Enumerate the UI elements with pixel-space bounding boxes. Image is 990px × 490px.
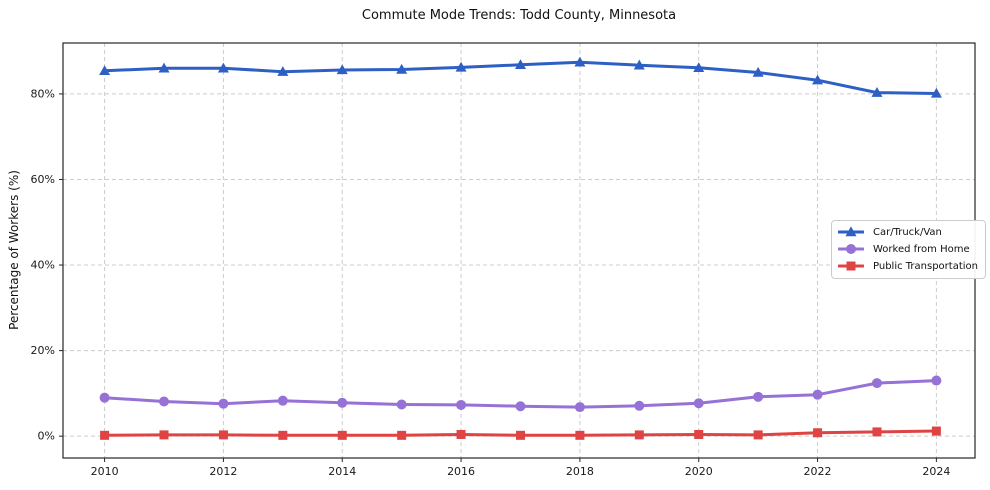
axis-ticks <box>59 93 937 462</box>
triangle-marker <box>158 62 170 73</box>
triangle-marker <box>693 62 705 73</box>
x-tick-label: 2014 <box>328 465 356 478</box>
circle-marker <box>396 399 407 410</box>
legend-item-car-truck-van: Car/Truck/Van <box>838 225 978 239</box>
triangle-marker <box>514 59 526 70</box>
circle-marker <box>871 378 882 389</box>
circle-marker <box>515 401 526 412</box>
square-marker <box>813 428 823 438</box>
triangle-marker <box>574 56 586 67</box>
series-car-truck-van <box>99 56 942 98</box>
series-public-transportation <box>100 426 941 440</box>
circle-marker <box>931 375 942 386</box>
legend-item-public-transportation: Public Transportation <box>838 259 978 273</box>
chart-title: Commute Mode Trends: Todd County, Minnes… <box>361 8 677 23</box>
triangle-marker <box>217 62 229 73</box>
circle-marker <box>99 392 110 403</box>
square-marker <box>694 429 704 439</box>
triangle-marker <box>871 87 883 97</box>
circle-marker <box>693 398 704 409</box>
square-marker <box>159 430 169 440</box>
triangle-marker <box>336 64 348 75</box>
circle-marker <box>574 402 585 413</box>
square-marker <box>931 426 941 436</box>
square-marker <box>753 430 763 440</box>
square-marker <box>218 430 228 440</box>
circle-marker <box>218 398 229 409</box>
triangle-marker <box>455 61 467 72</box>
legend-label: Car/Truck/Van <box>873 226 942 238</box>
y-tick-label: 60% <box>31 173 55 186</box>
y-tick-label: 40% <box>31 259 55 272</box>
square-marker <box>456 429 466 439</box>
square-marker <box>575 430 585 440</box>
x-tick-label: 2022 <box>804 465 832 478</box>
square-marker <box>872 427 882 437</box>
x-tick-label: 2010 <box>91 465 119 478</box>
triangle-marker <box>930 87 942 98</box>
circle-marker <box>812 389 823 400</box>
x-tick-label: 2012 <box>209 465 237 478</box>
y-tick-label: 20% <box>31 344 55 357</box>
legend-item-worked-from-home: Worked from Home <box>838 242 978 256</box>
series-worked-from-home <box>99 375 942 413</box>
legend-triangle-icon <box>838 226 864 237</box>
legend-label: Worked from Home <box>873 243 970 255</box>
plot-area <box>63 43 975 458</box>
square-marker <box>278 430 288 440</box>
x-tick-label: 2024 <box>922 465 950 478</box>
triangle-marker <box>812 74 824 85</box>
legend-circle-icon <box>838 244 864 254</box>
triangle-marker <box>396 63 408 74</box>
circle-marker <box>456 399 467 410</box>
y-tick-label: 0% <box>38 430 55 443</box>
x-tick-label: 2016 <box>447 465 475 478</box>
legend-square-icon <box>838 261 864 271</box>
legend-label: Public Transportation <box>873 260 978 272</box>
square-marker <box>337 430 347 440</box>
circle-marker <box>337 397 348 408</box>
circle-marker <box>753 391 764 402</box>
triangle-marker <box>99 65 111 76</box>
circle-marker <box>846 244 856 254</box>
triangle-marker <box>845 226 857 237</box>
triangle-marker <box>752 66 764 77</box>
x-tick-label: 2020 <box>685 465 713 478</box>
circle-marker <box>634 400 645 411</box>
gridlines <box>63 43 975 458</box>
square-marker <box>397 430 407 440</box>
square-marker <box>100 430 110 440</box>
triangle-marker <box>277 66 289 76</box>
x-tick-label: 2018 <box>566 465 594 478</box>
circle-marker <box>159 396 170 407</box>
square-marker <box>846 261 856 271</box>
triangle-marker <box>633 59 645 70</box>
square-marker <box>634 430 644 440</box>
legend: Car/Truck/Van Worked from Home Public Tran… <box>831 220 986 279</box>
circle-marker <box>277 395 288 406</box>
y-tick-label: 80% <box>31 87 55 100</box>
square-marker <box>515 430 525 440</box>
